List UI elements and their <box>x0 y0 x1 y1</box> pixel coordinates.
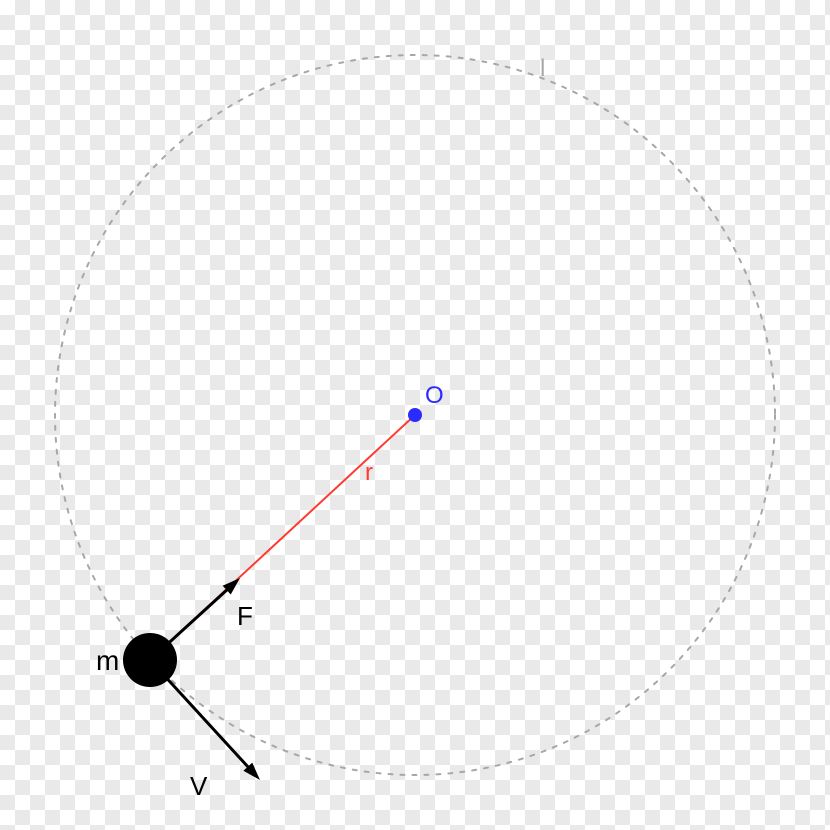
vector-v-label: V <box>190 771 208 801</box>
diagram-stage: Om r F Vl <box>0 0 830 830</box>
vector-f-label: F <box>237 601 253 631</box>
physics-diagram-svg: Om r F Vl <box>0 0 830 830</box>
path-label: l <box>540 55 545 82</box>
mass-label: m <box>96 645 119 676</box>
center-point <box>408 408 422 422</box>
mass-point <box>123 633 177 687</box>
center-label: O <box>425 382 444 409</box>
radius-label: r <box>365 459 373 486</box>
